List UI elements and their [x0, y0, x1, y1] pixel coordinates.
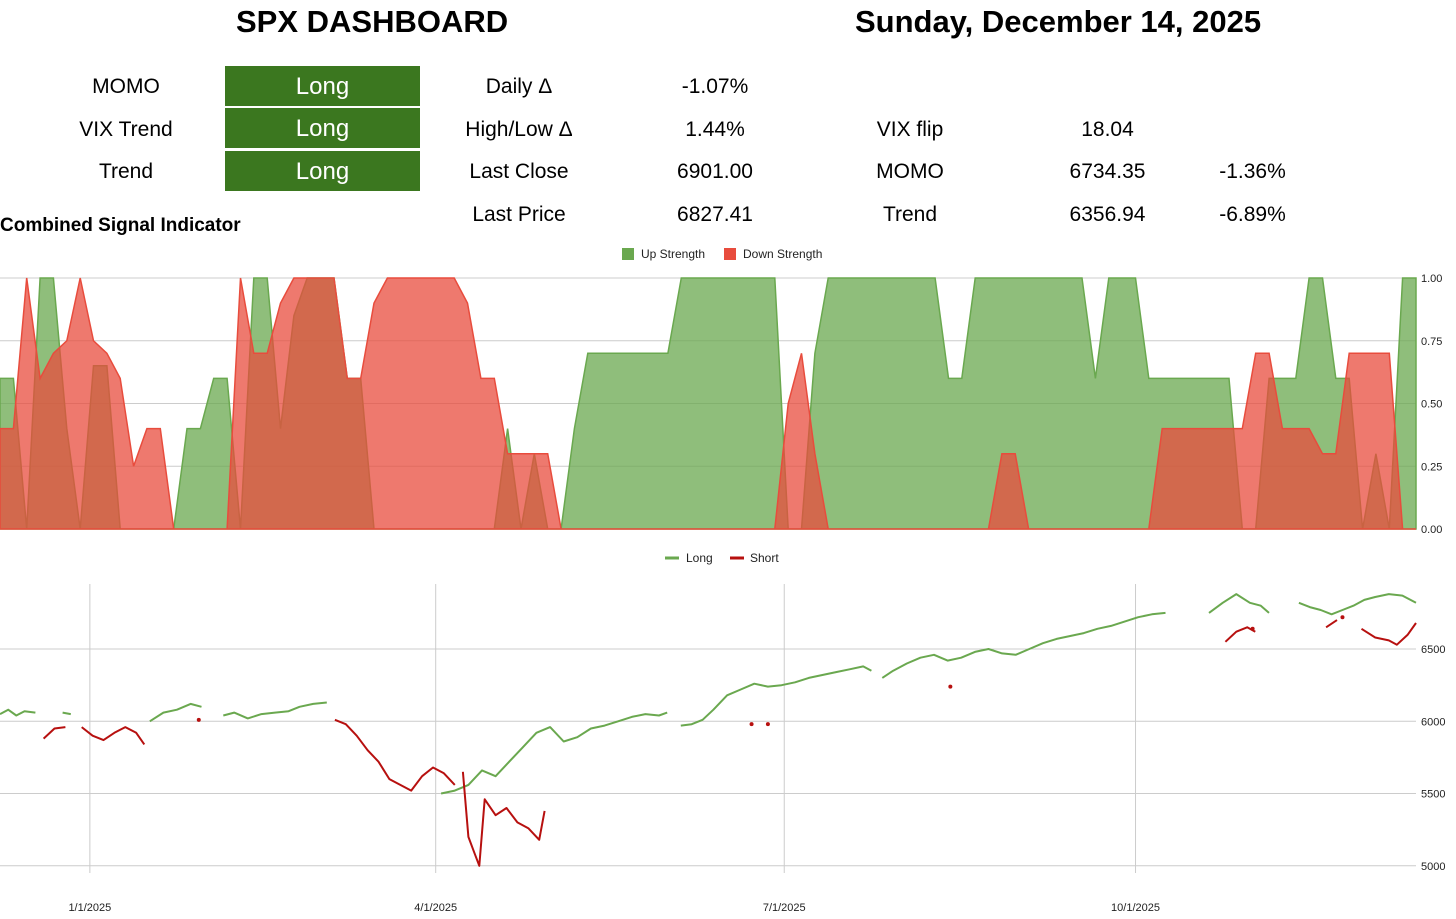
short-series-line — [42, 726, 66, 740]
legend-swatch-up — [622, 248, 634, 260]
stat-value-daily-delta: -1.07% — [681, 75, 749, 98]
level-label-momo: MOMO — [876, 160, 944, 183]
signal-ytick-label: 0.25 — [1421, 461, 1442, 473]
legend-label-down: Down Strength — [743, 247, 822, 261]
signal-ytick-label: 0.50 — [1421, 399, 1442, 411]
signal-ytick-label: 0.75 — [1421, 336, 1442, 348]
stat-label-last-price: Last Price — [472, 203, 566, 226]
price-xtick-label: 10/1/2025 — [1111, 902, 1160, 914]
price-ytick-label: 6000 — [1421, 716, 1445, 728]
short-series-line — [1360, 622, 1417, 646]
signal-value-trend: Long — [225, 151, 420, 192]
short-series-line — [81, 726, 146, 745]
signal-legend: Up Strength Down Strength — [622, 247, 822, 261]
signal-value-vix-trend: Long — [225, 108, 420, 149]
level-value-vix-flip: 18.04 — [1081, 118, 1134, 141]
level-pct-momo: -1.36% — [1219, 160, 1286, 183]
level-label-trend: Trend — [882, 203, 938, 226]
legend-swatch-down — [724, 248, 736, 260]
signal-label-vix-trend: VIX Trend — [79, 118, 173, 141]
combined-signal-title: Combined Signal Indicator — [0, 215, 241, 236]
dashboard-title: SPX DASHBOARD — [236, 4, 509, 39]
signal-ytick-label: 0.00 — [1421, 524, 1442, 536]
price-legend: Long Short — [665, 551, 779, 565]
long-series-line — [149, 702, 202, 723]
signal-label-trend: Trend — [98, 160, 154, 183]
long-series-line — [1208, 593, 1270, 614]
short-series-line — [1325, 619, 1338, 629]
price-ytick-label: 6500 — [1421, 644, 1445, 656]
stat-value-last-close: 6901.00 — [677, 160, 753, 183]
long-series-line — [62, 711, 71, 716]
signal-value-momo: Long — [225, 66, 420, 107]
signal-area-chart: Up Strength Down Strength 0.00 0.25 0.50 0.… — [0, 247, 1442, 536]
short-series-point — [1250, 626, 1255, 631]
long-series-line — [440, 711, 668, 795]
price-ytick-label: 5000 — [1421, 861, 1445, 873]
stat-value-high-low-delta: 1.44% — [685, 118, 745, 141]
price-line-chart: Long Short 5000 5500 6000 6500 1/1/2025 4/1/… — [0, 551, 1445, 914]
dashboard-date: Sunday, December 14, 2025 — [855, 4, 1262, 39]
long-series-line — [1298, 593, 1417, 616]
level-value-trend: 6356.94 — [1069, 203, 1146, 226]
price-ytick-label: 5500 — [1421, 789, 1445, 801]
short-series-point — [948, 684, 953, 689]
stat-label-last-close: Last Close — [469, 160, 569, 183]
short-series-point — [1340, 615, 1345, 620]
down-strength-area — [0, 277, 1416, 530]
price-xtick-label: 1/1/2025 — [68, 902, 111, 914]
signal-label-momo: MOMO — [92, 75, 160, 98]
long-series-line — [0, 708, 36, 717]
short-series-point — [196, 717, 201, 722]
short-series-point — [749, 722, 754, 727]
legend-label-long: Long — [686, 551, 713, 565]
long-series-line — [881, 611, 1166, 679]
level-value-momo: 6734.35 — [1069, 160, 1146, 183]
stat-value-last-price: 6827.41 — [677, 203, 753, 226]
short-series-line — [461, 771, 546, 867]
price-xtick-label: 7/1/2025 — [763, 902, 806, 914]
stat-label-high-low-delta: High/Low Δ — [465, 118, 573, 141]
stat-label-daily-delta: Daily Δ — [485, 75, 553, 98]
long-series-line — [223, 701, 327, 720]
short-series-point — [765, 722, 770, 727]
level-pct-trend: -6.89% — [1219, 203, 1286, 226]
legend-label-short: Short — [750, 551, 779, 565]
short-series-line — [334, 718, 456, 792]
signal-ytick-label: 1.00 — [1421, 273, 1442, 285]
level-label-vix-flip: VIX flip — [876, 118, 944, 141]
long-series-line — [680, 665, 872, 727]
price-xtick-label: 4/1/2025 — [414, 902, 457, 914]
legend-label-up: Up Strength — [641, 247, 705, 261]
